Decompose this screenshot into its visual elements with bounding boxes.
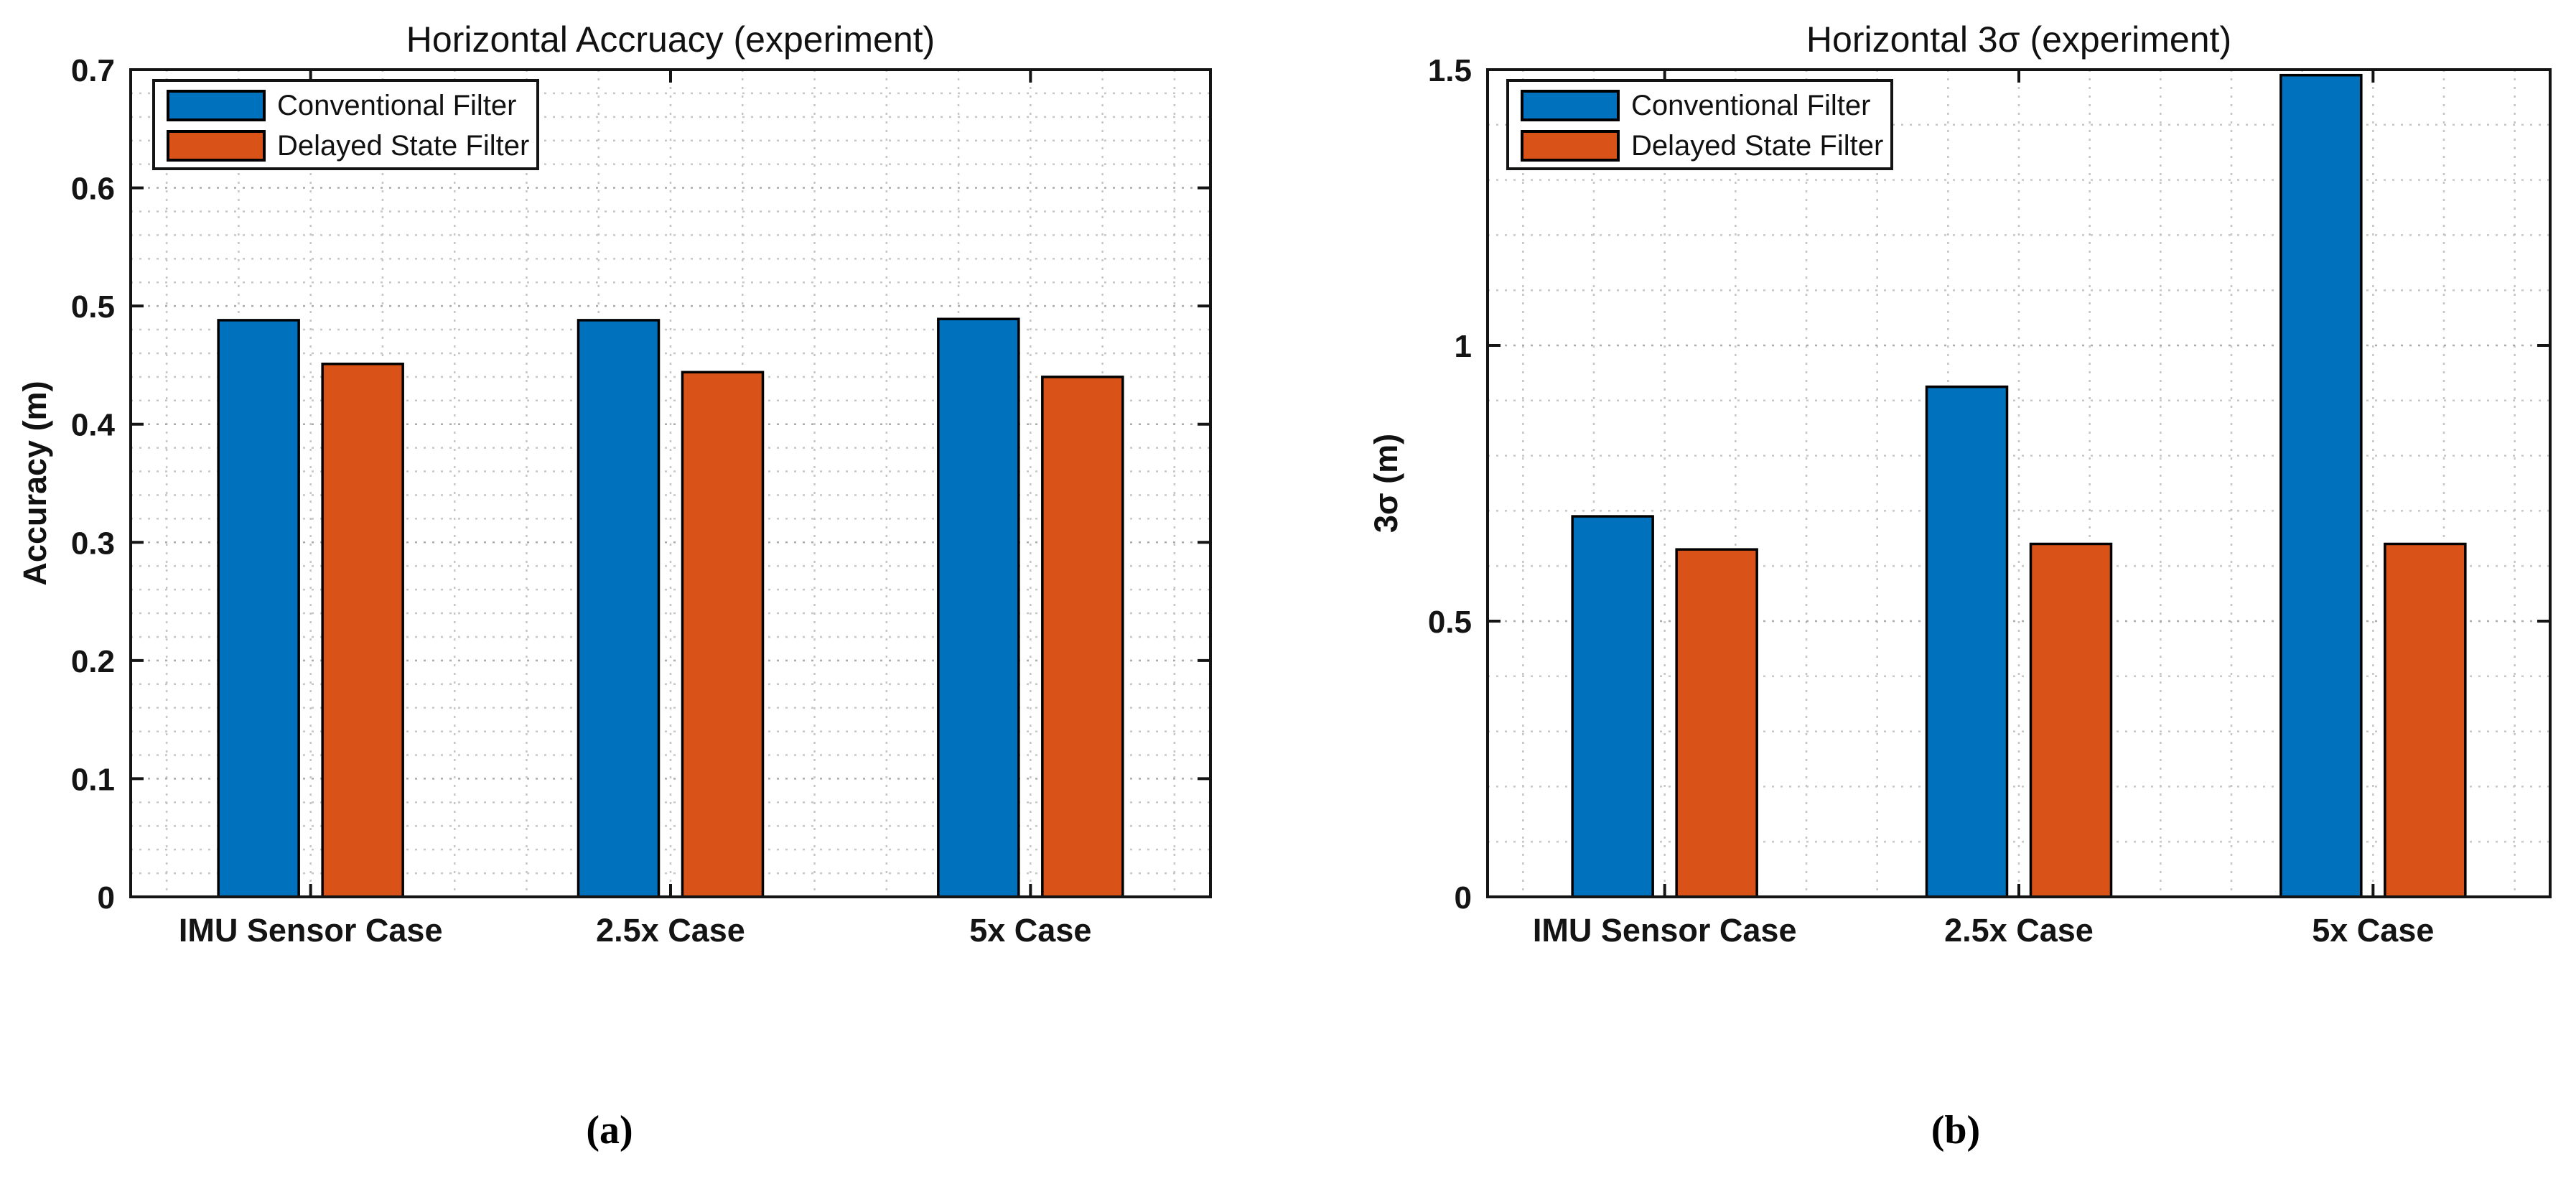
bar-conventional-filter (577, 319, 661, 898)
y-axis-label-3sigma: 3σ (m) (1368, 433, 1404, 534)
delayed-state-filter-swatch (1521, 130, 1620, 162)
x-category-label: IMU Sensor Case (179, 912, 443, 949)
legend-label: Conventional Filter (277, 89, 517, 121)
x-category-label: 5x Case (969, 912, 1091, 949)
x-category-label: 2.5x Case (1944, 912, 2094, 949)
bar-conventional-filter (1925, 385, 2009, 898)
caption-a: (a) (586, 1108, 633, 1153)
y-tick-label: 0 (98, 880, 115, 916)
x-category-label: 5x Case (2312, 912, 2434, 949)
legend-label: Delayed State Filter (277, 129, 530, 162)
conventional-filter-swatch (167, 90, 266, 121)
y-axis-label-accuracy: Accuracy (m) (17, 381, 53, 586)
delayed-state-filter-swatch (167, 130, 266, 162)
y-tick-label: 0 (1455, 880, 1472, 916)
y-tick-label: 0.7 (71, 53, 115, 88)
legend-item-delayed-state-filter: Delayed State Filter (167, 130, 529, 162)
y-tick-label: 0.6 (71, 172, 115, 207)
legend-item-delayed-state-filter: Delayed State Filter (1521, 130, 1883, 162)
legend-item-conventional-filter: Conventional Filter (1521, 90, 1871, 121)
bar-delayed-state-filter (2029, 542, 2113, 898)
legend-3sigma: Conventional Filter Delayed State Filter (1506, 79, 1893, 170)
x-category-label: 2.5x Case (596, 912, 745, 949)
legend-item-conventional-filter: Conventional Filter (167, 90, 517, 121)
y-tick-label: 1.5 (1428, 53, 1472, 88)
legend-label: Conventional Filter (1631, 89, 1871, 121)
bar-conventional-filter (937, 317, 1020, 898)
bar-delayed-state-filter (1041, 376, 1124, 898)
y-tick-label: 0.4 (71, 408, 116, 443)
y-tick-label: 0.5 (1428, 605, 1472, 640)
legend-accuracy: Conventional Filter Delayed State Filter (152, 79, 539, 170)
y-tick-label: 0.1 (71, 762, 115, 797)
bar-conventional-filter (2279, 73, 2363, 898)
bar-conventional-filter (217, 319, 300, 898)
bar-delayed-state-filter (1675, 548, 1758, 898)
chart-title-3sigma: Horizontal 3σ (experiment) (1806, 19, 2232, 60)
chart-title-accuracy: Horizontal Accruacy (experiment) (406, 19, 935, 60)
y-tick-label: 0.5 (71, 289, 115, 325)
bar-conventional-filter (1571, 515, 1654, 898)
y-tick-label: 1 (1455, 329, 1472, 364)
y-tick-label: 0.2 (71, 644, 115, 679)
caption-b: (b) (1931, 1108, 1981, 1153)
x-category-label: IMU Sensor Case (1533, 912, 1797, 949)
bar-delayed-state-filter (681, 371, 765, 898)
legend-label: Delayed State Filter (1631, 129, 1884, 162)
bar-delayed-state-filter (321, 363, 404, 898)
y-tick-label: 0.3 (71, 526, 115, 561)
bar-delayed-state-filter (2384, 542, 2467, 898)
conventional-filter-swatch (1521, 90, 1620, 121)
